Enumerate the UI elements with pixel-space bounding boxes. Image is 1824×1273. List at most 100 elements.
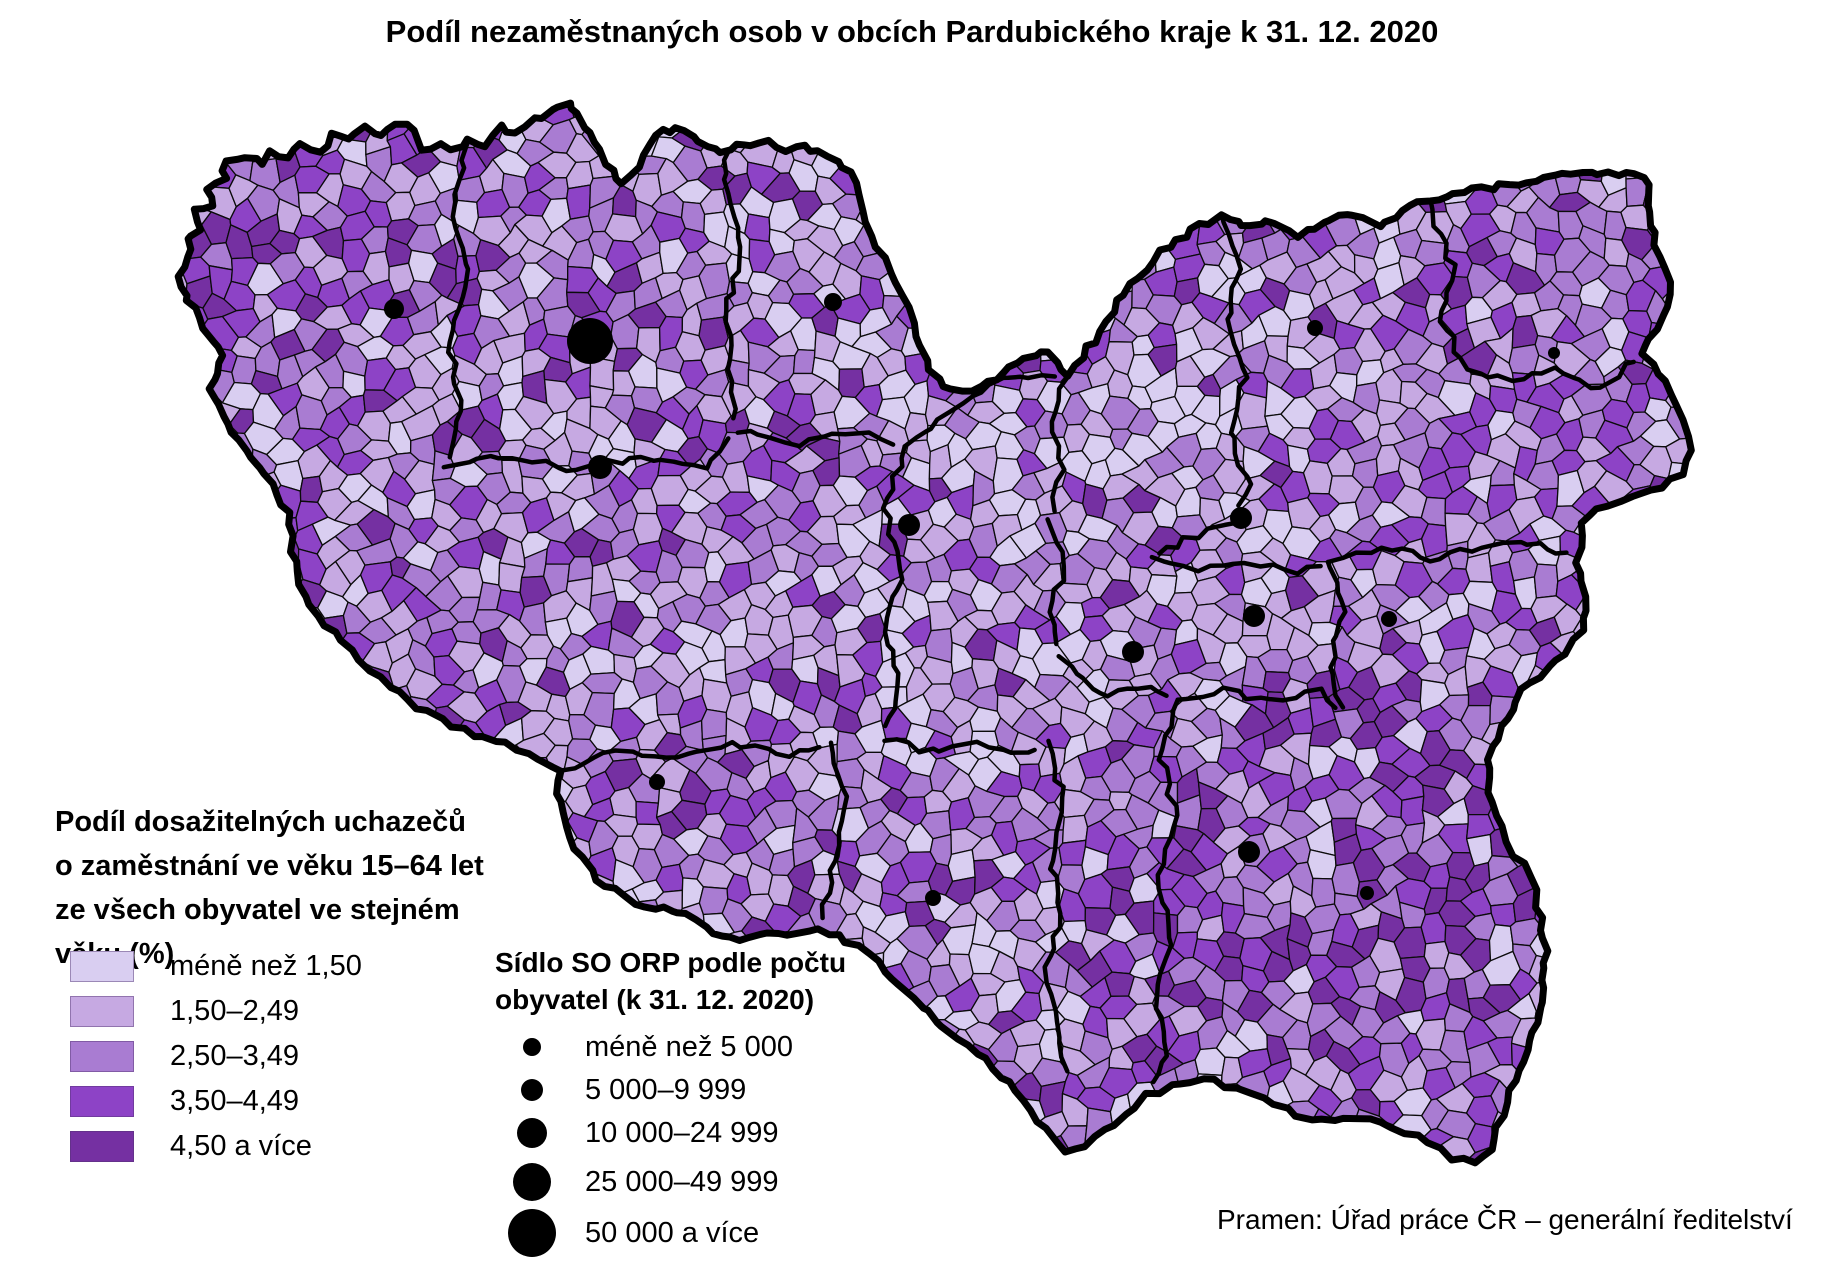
municipality-cell	[1600, 107, 1634, 143]
municipality-cell	[206, 708, 234, 742]
municipality-cell	[246, 635, 278, 662]
municipality-cell	[1574, 1058, 1612, 1092]
municipality-cell	[1121, 103, 1155, 131]
municipality-cell	[1640, 941, 1678, 975]
municipality-cell	[1579, 846, 1605, 883]
municipality-cell	[1238, 188, 1275, 222]
municipality-cell	[203, 759, 236, 784]
municipality-cell	[1647, 1041, 1677, 1076]
municipality-cell	[1575, 1108, 1609, 1136]
municipality-cell	[947, 1106, 975, 1138]
municipality-cell	[947, 848, 976, 882]
municipality-cell	[205, 500, 232, 532]
orp-border	[880, 444, 907, 729]
municipality-cell	[1594, 103, 1632, 115]
municipality-cell	[876, 107, 910, 144]
municipality-cell	[653, 103, 689, 114]
municipality-cell	[1599, 1070, 1628, 1104]
municipality-cell	[1553, 106, 1588, 143]
municipality-cell	[1014, 132, 1043, 168]
municipality-cell	[995, 120, 1019, 156]
municipality-cell	[1350, 70, 1385, 101]
municipality-cell	[1642, 1020, 1673, 1053]
municipality-cell	[1620, 1008, 1649, 1036]
municipality-cell	[207, 470, 238, 508]
municipality-cell	[229, 619, 259, 651]
municipality-cell	[947, 145, 974, 181]
municipality-cell	[918, 1048, 956, 1076]
seat-size-circle	[517, 1118, 547, 1148]
municipality-cell	[250, 550, 282, 580]
municipality-cell	[1107, 186, 1141, 219]
municipality-cell	[1661, 928, 1692, 957]
municipality-cell	[1664, 309, 1692, 336]
municipality-cell	[319, 103, 349, 130]
municipality-cell	[1486, 103, 1518, 125]
municipality-cell	[1695, 264, 1717, 299]
municipality-cell	[1309, 1159, 1338, 1163]
municipality-cell	[995, 301, 1023, 338]
orp-seat-dot	[1360, 886, 1374, 900]
municipality-cell	[1552, 705, 1590, 740]
municipality-cell	[186, 125, 210, 153]
municipality-cell	[996, 1105, 1028, 1144]
municipality-cell	[1039, 146, 1072, 183]
municipality-cell	[996, 150, 1023, 179]
municipality-cell	[363, 70, 397, 96]
municipality-cell	[1694, 711, 1726, 736]
municipality-cell	[136, 590, 168, 622]
municipality-cell	[1395, 175, 1431, 203]
municipality-cell	[678, 103, 712, 131]
seat-size-circle	[508, 1209, 556, 1257]
municipality-cell	[178, 600, 197, 637]
orp-seat-dot	[1122, 641, 1144, 663]
municipality-cell	[1152, 137, 1186, 166]
municipality-cell	[1526, 119, 1565, 152]
municipality-cell	[1668, 589, 1692, 624]
municipality-cell	[1220, 1133, 1253, 1163]
municipality-cell	[1625, 848, 1656, 879]
municipality-cell	[1689, 1148, 1692, 1163]
municipality-cell	[1016, 165, 1051, 197]
municipality-cell	[178, 132, 190, 166]
municipality-cell	[208, 575, 232, 609]
municipality-cell	[1466, 136, 1500, 168]
municipality-cell	[181, 718, 209, 753]
municipality-cell	[1037, 252, 1069, 282]
municipality-cell	[590, 103, 613, 104]
municipality-cell	[1534, 794, 1568, 828]
municipality-cell	[1556, 1017, 1583, 1051]
municipality-cell	[226, 482, 255, 520]
municipality-cell	[452, 103, 480, 128]
municipality-cell	[1625, 619, 1649, 651]
municipality-cell	[291, 626, 323, 664]
municipality-cell	[1640, 680, 1675, 709]
municipality-cell	[1012, 266, 1043, 298]
municipality-cell	[138, 409, 170, 436]
municipality-cell	[1061, 814, 1089, 844]
municipality-cell	[1594, 756, 1627, 784]
municipality-cell	[881, 161, 911, 195]
legend-class-label: 3,50–4,49	[170, 1085, 300, 1117]
municipality-cell	[1639, 812, 1679, 838]
municipality-cell	[948, 1157, 976, 1163]
municipality-cell	[1599, 969, 1629, 995]
municipality-cell	[1211, 103, 1252, 129]
symbol-legend-row: 50 000 a více	[495, 1209, 915, 1257]
municipality-cell	[1122, 1137, 1154, 1161]
municipality-cell	[1465, 552, 1494, 583]
municipality-cell	[1641, 109, 1680, 142]
municipality-cell	[1056, 288, 1089, 324]
municipality-cell	[178, 457, 216, 494]
municipality-cell	[356, 772, 396, 800]
municipality-cell	[140, 723, 168, 754]
municipality-cell	[632, 103, 668, 105]
municipality-cell	[1620, 719, 1655, 750]
municipality-cell	[405, 751, 434, 775]
municipality-cell	[203, 452, 239, 476]
municipality-cell	[1079, 199, 1111, 234]
municipality-cell	[627, 103, 665, 131]
municipality-cell	[185, 407, 214, 439]
municipality-cell	[1693, 1122, 1716, 1153]
municipality-cell	[297, 653, 321, 688]
